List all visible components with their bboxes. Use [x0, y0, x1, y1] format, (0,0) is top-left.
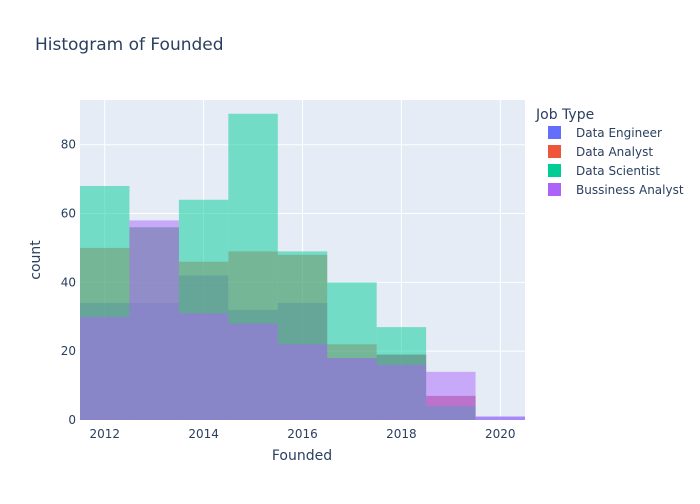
x-tick-label: 2020: [485, 427, 516, 441]
legend-swatch: [548, 164, 561, 177]
bar-bussiness-analyst[interactable]: [475, 416, 525, 420]
legend-swatch: [548, 183, 561, 196]
legend-item[interactable]: Data Scientist: [548, 164, 660, 178]
x-tick-label: 2012: [89, 427, 120, 441]
bar-bussiness-analyst[interactable]: [228, 323, 278, 420]
y-tick-label: 40: [61, 275, 76, 289]
legend-title: Job Type: [535, 107, 594, 123]
x-tick-label: 2014: [188, 427, 219, 441]
bars: [80, 113, 525, 421]
chart-title: Histogram of Founded: [35, 35, 224, 55]
bar-bussiness-analyst[interactable]: [426, 371, 476, 420]
bar-bussiness-analyst[interactable]: [178, 313, 229, 420]
y-tick-label: 80: [61, 138, 76, 152]
bar-bussiness-analyst[interactable]: [80, 316, 130, 420]
legend-item[interactable]: Bussiness Analyst: [548, 183, 684, 197]
legend: Job Type Data Engineer Data Analyst Data S…: [535, 107, 684, 197]
x-axis-ticks: 2012 2014 2016 2018 2020: [89, 427, 515, 441]
legend-swatch: [548, 145, 561, 158]
bar-bussiness-analyst[interactable]: [277, 344, 328, 420]
y-tick-label: 60: [61, 207, 76, 221]
y-axis-label: count: [28, 240, 44, 280]
bar-bussiness-analyst[interactable]: [376, 364, 427, 420]
bar-bussiness-analyst[interactable]: [129, 220, 179, 420]
legend-label: Data Scientist: [576, 164, 660, 178]
x-tick-label: 2016: [287, 427, 318, 441]
bar-bussiness-analyst[interactable]: [327, 358, 377, 420]
y-tick-label: 0: [68, 413, 76, 427]
y-axis-ticks: 0 20 40 60 80: [61, 138, 76, 427]
legend-items: Data Engineer Data Analyst Data Scientist B…: [548, 126, 684, 197]
y-tick-label: 20: [61, 344, 76, 358]
legend-label: Data Engineer: [576, 126, 662, 140]
legend-item[interactable]: Data Engineer: [548, 126, 662, 140]
x-tick-label: 2018: [386, 427, 417, 441]
x-axis-label: Founded: [272, 448, 332, 464]
legend-item[interactable]: Data Analyst: [548, 145, 653, 159]
legend-swatch: [548, 126, 561, 139]
legend-label: Bussiness Analyst: [576, 183, 684, 197]
legend-label: Data Analyst: [576, 145, 653, 159]
